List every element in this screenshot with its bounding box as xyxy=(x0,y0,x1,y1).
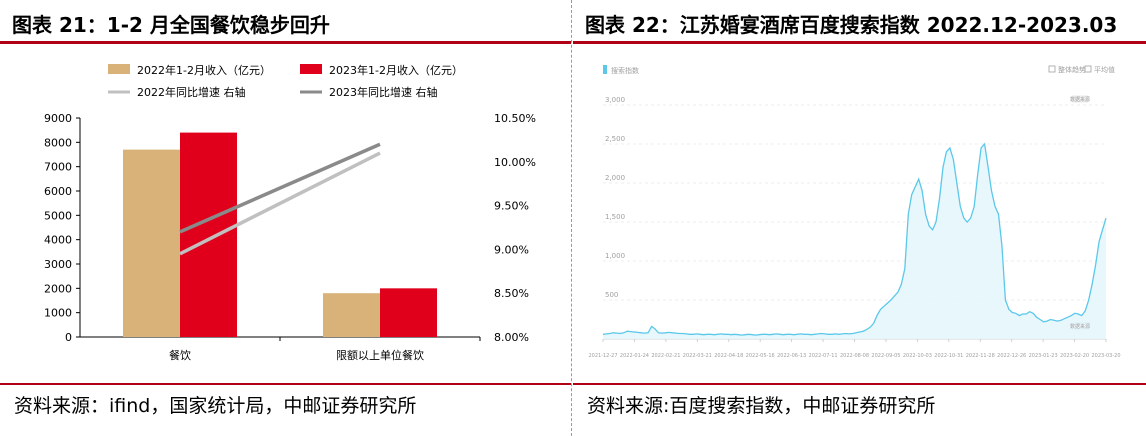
source-badge-text: 数据来源 xyxy=(1070,96,1090,103)
right-source-note: 资料来源:百度搜索指数，中邮证券研究所 xyxy=(587,395,936,417)
right-y-axis-tick-label: 10.50% xyxy=(494,112,536,125)
legend-swatch-2022-bar xyxy=(108,64,130,74)
right-chart-title: 图表 22：江苏婚宴酒席百度搜索指数 2022.12-2023.03 xyxy=(585,13,1118,37)
left-title-rule xyxy=(0,41,571,44)
search-y-tick-label: 500 xyxy=(605,291,618,299)
legend-label-2022-bar: 2022年1-2月收入（亿元） xyxy=(137,63,271,77)
right-y-axis-tick-label: 8.00% xyxy=(494,331,529,344)
legend-label-2023-line: 2023年同比增速 右轴 xyxy=(329,85,438,99)
search-x-tick-label: 2022-12-26 xyxy=(997,353,1026,359)
search-index-area xyxy=(603,144,1106,339)
left-plot-area: 0 1000 2000 3000 4000 5000 6000 7000 8000 9000 8.0… xyxy=(44,112,536,362)
search-y-tick-label: 1,500 xyxy=(605,213,625,221)
bar-2022-0 xyxy=(123,149,180,337)
left-source-rule xyxy=(0,383,571,385)
average-checkbox[interactable] xyxy=(1084,65,1092,73)
growth-line-2023 xyxy=(179,142,381,234)
left-y-tick-label: 7000 xyxy=(44,161,72,174)
average-label: 平均值 xyxy=(1094,65,1115,74)
overall-trend-label: 整体趋势 xyxy=(1058,65,1086,74)
left-y-tick-label: 1000 xyxy=(44,307,72,320)
left-y-tick-label: 4000 xyxy=(44,234,72,247)
left-y-tick-label: 2000 xyxy=(44,282,72,295)
search-x-tick-label: 2022-10-03 xyxy=(903,353,932,359)
overall-trend-checkbox[interactable] xyxy=(1048,65,1056,73)
search-x-tick-label: 2022-05-16 xyxy=(746,353,775,359)
search-x-tick-label: 2023-03-20 xyxy=(1091,353,1120,359)
left-x-category-label: 限额以上单位餐饮 xyxy=(336,348,424,362)
legend-label-search-index: 搜索指数 xyxy=(611,66,639,75)
right-source-rule xyxy=(573,383,1146,385)
search-x-tick-label: 2023-02-20 xyxy=(1060,353,1089,359)
right-chart: 搜索指数 整体趋势 平均值 500 1,000 1,500 2,000 2,500 3,0… xyxy=(588,65,1121,359)
search-x-tick-label: 2021-12-27 xyxy=(588,353,617,359)
right-title-rule xyxy=(573,41,1146,44)
source-badge xyxy=(1071,95,1089,103)
left-chart: 2022年1-2月收入（亿元） 2023年1-2月收入（亿元） 2022年同比增… xyxy=(44,63,536,362)
left-panel: 图表 21：1-2 月全国餐饮稳步回升 2022年1-2月收入（亿元） 2023… xyxy=(0,0,571,436)
right-title-bar: 图表 22：江苏婚宴酒席百度搜索指数 2022.12-2023.03 xyxy=(573,0,1146,42)
search-x-tick-label: 2022-04-18 xyxy=(714,353,743,359)
search-x-tick-label: 2022-02-21 xyxy=(651,353,680,359)
search-x-tick-label: 2022-10-31 xyxy=(934,353,963,359)
right-legend: 搜索指数 整体趋势 平均值 xyxy=(603,65,1115,75)
right-panel: 图表 22：江苏婚宴酒席百度搜索指数 2022.12-2023.03 搜索指数 … xyxy=(573,0,1146,436)
left-y-tick-label: 9000 xyxy=(44,112,72,125)
search-x-tick-label: 2022-03-21 xyxy=(683,353,712,359)
search-y-tick-label: 2,500 xyxy=(605,135,625,143)
right-y-axis-tick-label: 10.00% xyxy=(494,156,536,169)
bar-2023-0 xyxy=(180,132,237,337)
search-x-tick-label: 2023-01-23 xyxy=(1029,353,1058,359)
data-badge xyxy=(1071,322,1089,330)
bar-2023-1 xyxy=(380,288,437,337)
data-badge-text: 数据来源 xyxy=(1070,323,1090,330)
search-x-tick-label: 2022-08-08 xyxy=(840,353,869,359)
legend-swatch-2023-bar xyxy=(300,64,322,74)
left-y-tick-label: 0 xyxy=(65,331,72,344)
left-legend: 2022年1-2月收入（亿元） 2023年1-2月收入（亿元） 2022年同比增… xyxy=(108,63,463,99)
legend-swatch-search-index xyxy=(603,65,607,74)
search-x-tick-label: 2022-09-05 xyxy=(871,353,900,359)
left-source-note: 资料来源：ifind，国家统计局，中邮证券研究所 xyxy=(14,395,417,417)
growth-line-2022 xyxy=(179,151,381,256)
left-y-tick-label: 8000 xyxy=(44,136,72,149)
panel-divider xyxy=(571,0,572,436)
left-chart-title: 图表 21：1-2 月全国餐饮稳步回升 xyxy=(12,13,330,37)
left-y-tick-label: 3000 xyxy=(44,258,72,271)
right-y-axis-tick-label: 9.00% xyxy=(494,243,529,256)
search-y-tick-label: 3,000 xyxy=(605,96,625,104)
left-y-tick-label: 6000 xyxy=(44,185,72,198)
search-index-line xyxy=(602,142,1107,336)
bar-2022-1 xyxy=(323,293,380,337)
search-y-tick-label: 2,000 xyxy=(605,174,625,182)
search-x-tick-label: 2022-07-11 xyxy=(809,353,838,359)
legend-label-2023-bar: 2023年1-2月收入（亿元） xyxy=(329,63,463,77)
search-x-tick-label: 2022-11-28 xyxy=(966,353,995,359)
search-x-tick-label: 2022-06-13 xyxy=(777,353,806,359)
right-y-axis-tick-label: 8.50% xyxy=(494,287,529,300)
left-x-category-label: 餐饮 xyxy=(169,348,191,362)
search-y-tick-label: 1,000 xyxy=(605,252,625,260)
legend-label-2022-line: 2022年同比增速 右轴 xyxy=(137,85,246,99)
right-y-axis-tick-label: 9.50% xyxy=(494,200,529,213)
left-title-bar: 图表 21：1-2 月全国餐饮稳步回升 xyxy=(0,0,571,42)
left-y-tick-label: 5000 xyxy=(44,209,72,222)
search-x-tick-label: 2022-01-24 xyxy=(620,353,649,359)
